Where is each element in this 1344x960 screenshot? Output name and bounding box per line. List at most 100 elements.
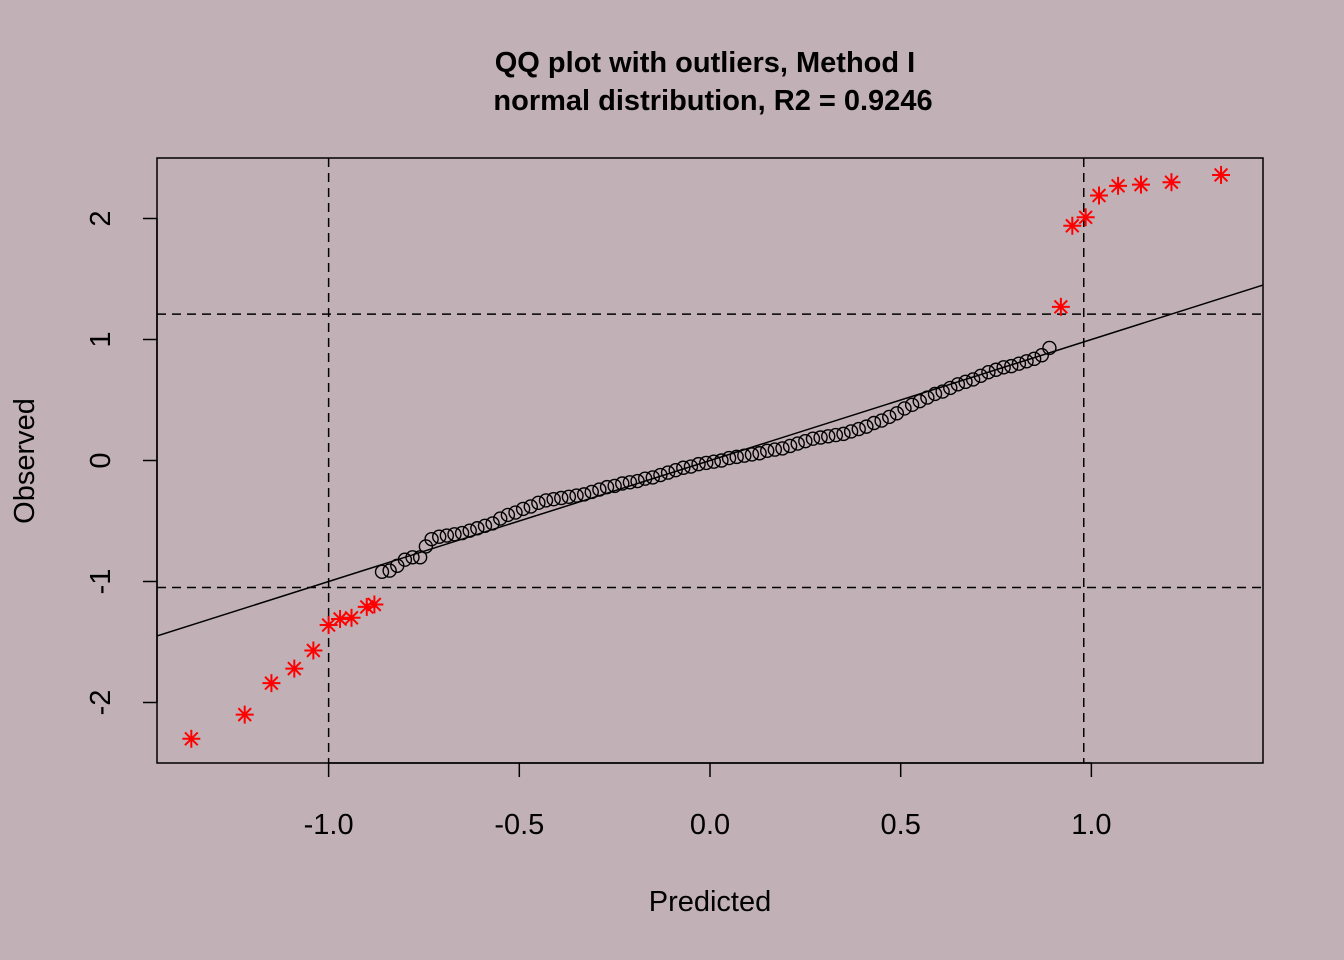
data-point	[554, 490, 569, 506]
data-point	[523, 499, 538, 514]
data-point	[912, 394, 927, 409]
outlier-point	[331, 610, 350, 629]
data-point	[397, 552, 413, 567]
data-point	[447, 527, 462, 542]
data-point	[965, 372, 981, 387]
data-point	[382, 563, 397, 578]
data-point	[412, 550, 428, 565]
outlier-point	[1109, 176, 1128, 195]
data-point	[653, 467, 668, 483]
outlier-point	[1162, 173, 1181, 192]
data-point	[927, 386, 943, 402]
outlier-point	[235, 705, 254, 724]
data-point	[576, 487, 592, 502]
data-point	[767, 442, 783, 457]
outlier-point	[365, 595, 384, 614]
data-point	[737, 448, 752, 463]
data-point	[374, 564, 390, 580]
data-point	[432, 529, 447, 544]
x-tick-label: -1.0	[304, 809, 354, 841]
outlier-point	[342, 608, 361, 627]
data-point	[874, 413, 889, 428]
data-point	[935, 384, 950, 399]
data-point	[660, 465, 676, 480]
outlier-point	[1051, 297, 1070, 316]
data-point	[569, 488, 584, 503]
data-point	[889, 406, 905, 421]
x-axis-label: Predicted	[649, 886, 772, 918]
data-point	[851, 421, 866, 437]
y-tick-label: 2	[85, 210, 117, 226]
y-tick-label: 0	[85, 452, 117, 468]
data-point	[836, 426, 851, 442]
data-point	[859, 419, 874, 434]
data-point	[897, 401, 912, 416]
data-point	[637, 471, 653, 486]
data-point	[943, 380, 958, 396]
x-tick-label: 1.0	[1071, 809, 1111, 841]
data-point	[782, 438, 798, 454]
data-point	[988, 362, 1004, 377]
x-tick-label: 0.0	[690, 809, 730, 841]
data-point	[813, 430, 828, 445]
data-point	[561, 489, 577, 504]
data-point	[485, 516, 500, 531]
outlier-point	[1090, 186, 1109, 205]
data-point	[493, 511, 508, 526]
data-point	[676, 460, 691, 475]
outlier-point	[319, 616, 338, 635]
data-point	[760, 443, 775, 459]
data-point	[418, 539, 434, 554]
data-point	[950, 377, 966, 392]
data-point	[775, 441, 790, 456]
data-point	[996, 360, 1011, 375]
x-axis: -1.0 -0.5 0.0 0.5 1.0	[304, 762, 1112, 841]
data-point	[981, 364, 996, 380]
data-point	[1004, 358, 1019, 374]
data-point	[798, 433, 813, 449]
data-point	[630, 473, 645, 489]
outlier-point	[285, 659, 304, 678]
data-point	[1042, 340, 1057, 356]
data-point	[683, 459, 699, 474]
data-point	[405, 550, 420, 565]
outlier-point	[1131, 175, 1150, 194]
data-point	[1019, 354, 1034, 369]
data-point	[1011, 356, 1027, 371]
data-point	[645, 470, 660, 485]
data-point	[607, 478, 622, 494]
data-point	[805, 431, 821, 446]
data-point	[1034, 348, 1050, 363]
x-tick-label: 0.5	[881, 809, 921, 841]
data-point	[744, 447, 760, 462]
data-point	[546, 492, 561, 507]
fit-line	[156, 284, 1264, 637]
data-point	[706, 454, 722, 469]
y-tick-label: 1	[85, 331, 117, 347]
data-point	[592, 482, 607, 497]
data-point	[843, 424, 859, 439]
y-tick-label: -2	[85, 690, 117, 716]
data-point	[790, 436, 805, 451]
data-point	[866, 415, 882, 431]
data-point	[462, 523, 477, 538]
data-point	[958, 374, 973, 390]
data-point	[668, 462, 683, 478]
data-point	[714, 453, 729, 468]
data-point	[508, 505, 523, 520]
data-point	[920, 390, 935, 405]
outlier-point	[1076, 208, 1095, 227]
plot-body	[156, 158, 1264, 763]
data-point	[752, 446, 767, 461]
data-point	[584, 484, 599, 500]
outlier-point	[262, 674, 281, 693]
chart-subtitle: normal distribution, R2 = 0.9246	[493, 85, 932, 117]
data-point	[515, 501, 531, 517]
data-point	[477, 518, 493, 534]
outlier-point	[304, 641, 323, 660]
data-point	[973, 368, 988, 383]
data-point	[1026, 351, 1042, 367]
data-point	[691, 456, 706, 472]
data-point	[424, 531, 439, 547]
